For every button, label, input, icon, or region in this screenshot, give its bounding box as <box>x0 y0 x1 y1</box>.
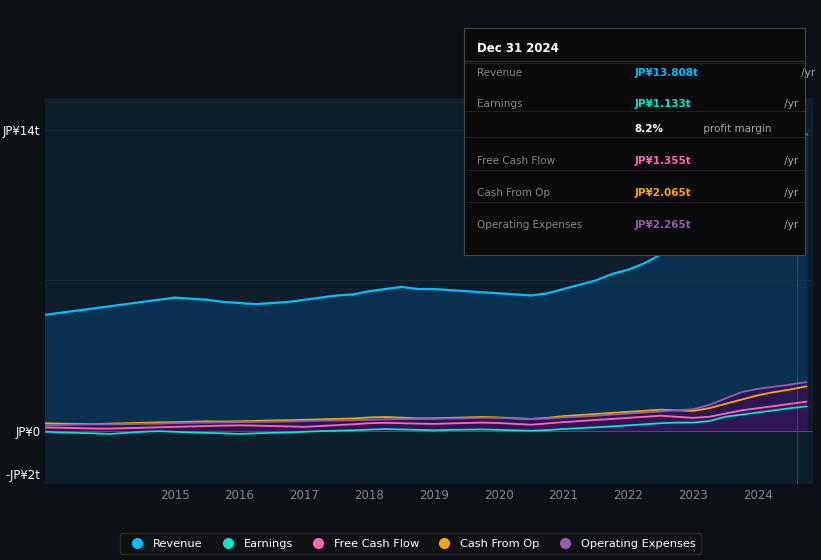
Text: 8.2%: 8.2% <box>635 124 663 134</box>
Text: profit margin: profit margin <box>699 124 771 134</box>
Text: Dec 31 2024: Dec 31 2024 <box>478 41 559 55</box>
Text: /yr: /yr <box>782 220 799 230</box>
Text: JP¥13.808t: JP¥13.808t <box>635 68 698 78</box>
Text: Revenue: Revenue <box>478 68 523 78</box>
Text: Free Cash Flow: Free Cash Flow <box>478 156 556 166</box>
Text: /yr: /yr <box>798 68 815 78</box>
Text: JP¥1.133t: JP¥1.133t <box>635 100 691 109</box>
Text: /yr: /yr <box>782 100 799 109</box>
Text: /yr: /yr <box>782 156 799 166</box>
Text: JP¥2.065t: JP¥2.065t <box>635 188 691 198</box>
Legend: Revenue, Earnings, Free Cash Flow, Cash From Op, Operating Expenses: Revenue, Earnings, Free Cash Flow, Cash … <box>120 533 701 554</box>
Text: JP¥1.355t: JP¥1.355t <box>635 156 691 166</box>
Text: /yr: /yr <box>782 188 799 198</box>
Text: JP¥2.265t: JP¥2.265t <box>635 220 691 230</box>
Text: Earnings: Earnings <box>478 100 523 109</box>
Text: Cash From Op: Cash From Op <box>478 188 551 198</box>
Text: Operating Expenses: Operating Expenses <box>478 220 583 230</box>
